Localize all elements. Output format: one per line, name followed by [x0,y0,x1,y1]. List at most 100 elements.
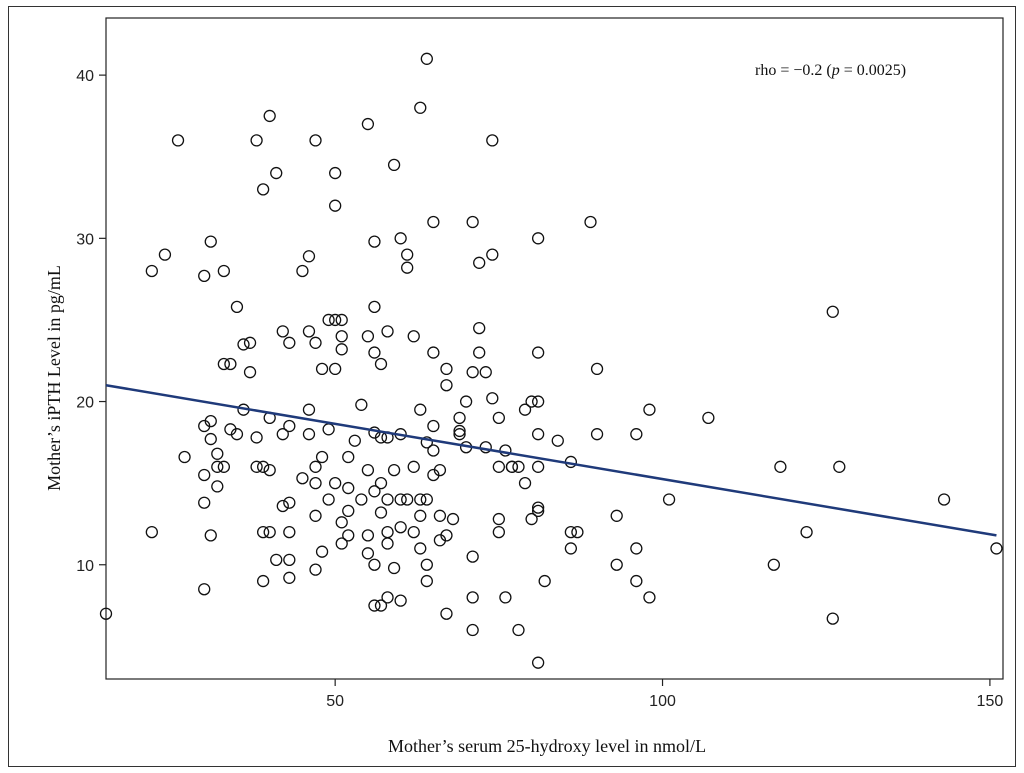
data-point [329,199,342,212]
y-axis-title: Mother’s iPTH Level in pg/mL [44,265,64,491]
data-point [531,656,545,669]
data-point [525,395,538,408]
data-point [256,460,270,473]
data-point [518,403,532,416]
data-point [368,346,381,359]
data-point [178,450,191,464]
plot-area [105,17,1004,680]
data-point [211,460,224,473]
annotation-box [744,46,968,90]
data-point [355,493,368,506]
data-point [348,434,361,447]
data-point [361,117,375,131]
data-point [630,574,643,588]
data-point [335,516,348,529]
data-point [610,509,623,522]
data-point [302,403,316,416]
data-point [145,264,158,278]
data-point [551,434,564,447]
data-point [368,485,381,498]
data-point [283,525,296,539]
data-point [302,250,316,263]
data-point [518,476,532,490]
data-point [394,232,407,245]
data-point [198,496,211,509]
data-point [401,248,414,261]
data-point [564,542,578,555]
data-point [440,379,453,392]
data-point [440,607,453,620]
data-point [401,261,414,274]
data-point [270,166,283,180]
data-point [407,460,420,473]
data-point [486,134,499,147]
data-point [774,460,787,473]
data-point [433,463,447,477]
data-point [283,419,296,433]
data-point [564,525,578,539]
data-point [361,330,375,343]
data-point [414,542,427,555]
data-point [414,509,427,522]
data-point [420,52,433,65]
data-point [401,493,414,506]
data-point [329,166,342,180]
y-tick-label: 30 [76,231,94,248]
data-point [440,529,453,542]
data-point [309,134,322,147]
data-point [937,493,951,506]
data-point [361,529,375,542]
data-point [158,248,172,261]
data-point [584,215,597,229]
data-point [335,330,348,343]
data-point [198,269,211,283]
data-point [230,300,244,314]
data-point [263,463,276,477]
data-point [204,414,217,428]
data-point [283,553,296,567]
data-point [427,346,440,359]
data-point [342,481,355,495]
data-point [643,591,656,604]
data-point [322,423,335,436]
data-point [374,476,388,490]
data-point [525,512,538,526]
data-point [270,553,283,567]
data-point [276,325,289,338]
x-tick-label: 100 [649,693,676,710]
data-point [590,428,604,441]
data-point [407,525,420,539]
data-point [368,300,381,314]
data-point [486,392,499,405]
x-axis-title: Mother’s serum 25-hydroxy level in nmol/… [388,736,706,756]
data-point [466,623,479,637]
data-point [630,542,643,555]
data-point [505,460,519,473]
data-point [374,357,388,371]
data-point [420,558,433,571]
data-point [420,436,433,449]
data-point [414,101,427,114]
data-point [630,428,643,441]
data-point [217,264,231,278]
data-point [427,444,440,457]
data-point [473,346,486,359]
data-point [381,493,394,506]
data-point [531,504,545,518]
data-point [453,424,466,438]
data-point [571,525,584,539]
data-point [387,463,401,477]
data-point [368,599,381,612]
data-point [702,411,715,425]
data-point [381,591,394,604]
data-point [315,362,329,376]
data-point [283,336,296,349]
data-point [538,574,551,588]
data-point [309,476,322,490]
data-point [446,512,460,526]
data-point [420,493,433,506]
data-point [387,158,401,172]
data-point [453,428,466,441]
data-point [342,504,355,518]
data-point [283,571,296,584]
